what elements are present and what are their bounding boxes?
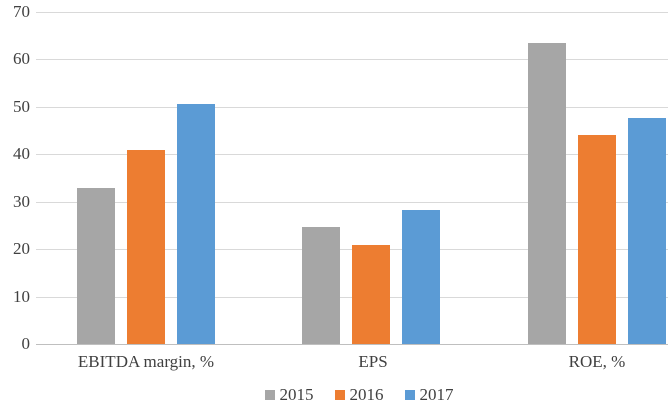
- y-tick-label: 10: [13, 286, 30, 306]
- bar-2016: [127, 149, 165, 344]
- gridline: [36, 59, 668, 61]
- y-tick-label: 60: [13, 49, 30, 69]
- bar-2015: [302, 227, 340, 344]
- legend-label: 2015: [279, 385, 314, 404]
- bar-2017: [177, 103, 215, 344]
- bar-2015: [77, 187, 115, 344]
- legend: 2015 2016 2017: [36, 383, 668, 407]
- bar-group: [528, 12, 666, 344]
- legend-item-2016: 2016: [334, 385, 384, 405]
- bar-2017: [402, 209, 440, 344]
- legend-marker-icon: [404, 390, 415, 400]
- y-tick-label: 0: [21, 334, 31, 353]
- bar-2016: [578, 135, 616, 344]
- category-label: ROE, %: [568, 352, 626, 371]
- bar-2016: [352, 244, 390, 344]
- y-tick-label: 20: [13, 239, 30, 259]
- legend-item-2017: 2017: [404, 385, 454, 405]
- x-axis-line: [36, 344, 668, 345]
- legend-label: 2017: [419, 385, 454, 404]
- category-label: EBITDA margin, %: [77, 352, 215, 371]
- category-label: EPS: [358, 352, 388, 371]
- bar-group: [77, 12, 215, 344]
- y-tick-label: 50: [13, 96, 30, 116]
- legend-marker-icon: [334, 390, 345, 400]
- y-tick-label: 70: [13, 2, 30, 21]
- legend-marker-icon: [264, 390, 275, 400]
- plot-area: [36, 12, 668, 345]
- y-tick-label: 30: [13, 191, 30, 211]
- gridline: [36, 106, 668, 108]
- legend-label: 2016: [349, 385, 384, 404]
- gridline: [36, 201, 668, 203]
- bar-group: [302, 12, 440, 344]
- gridline: [36, 154, 668, 156]
- y-tick-label: 40: [13, 144, 30, 164]
- legend-item-2015: 2015: [264, 385, 314, 405]
- bar-2015: [528, 42, 566, 344]
- gridline: [36, 12, 668, 13]
- bar-2017: [628, 118, 666, 344]
